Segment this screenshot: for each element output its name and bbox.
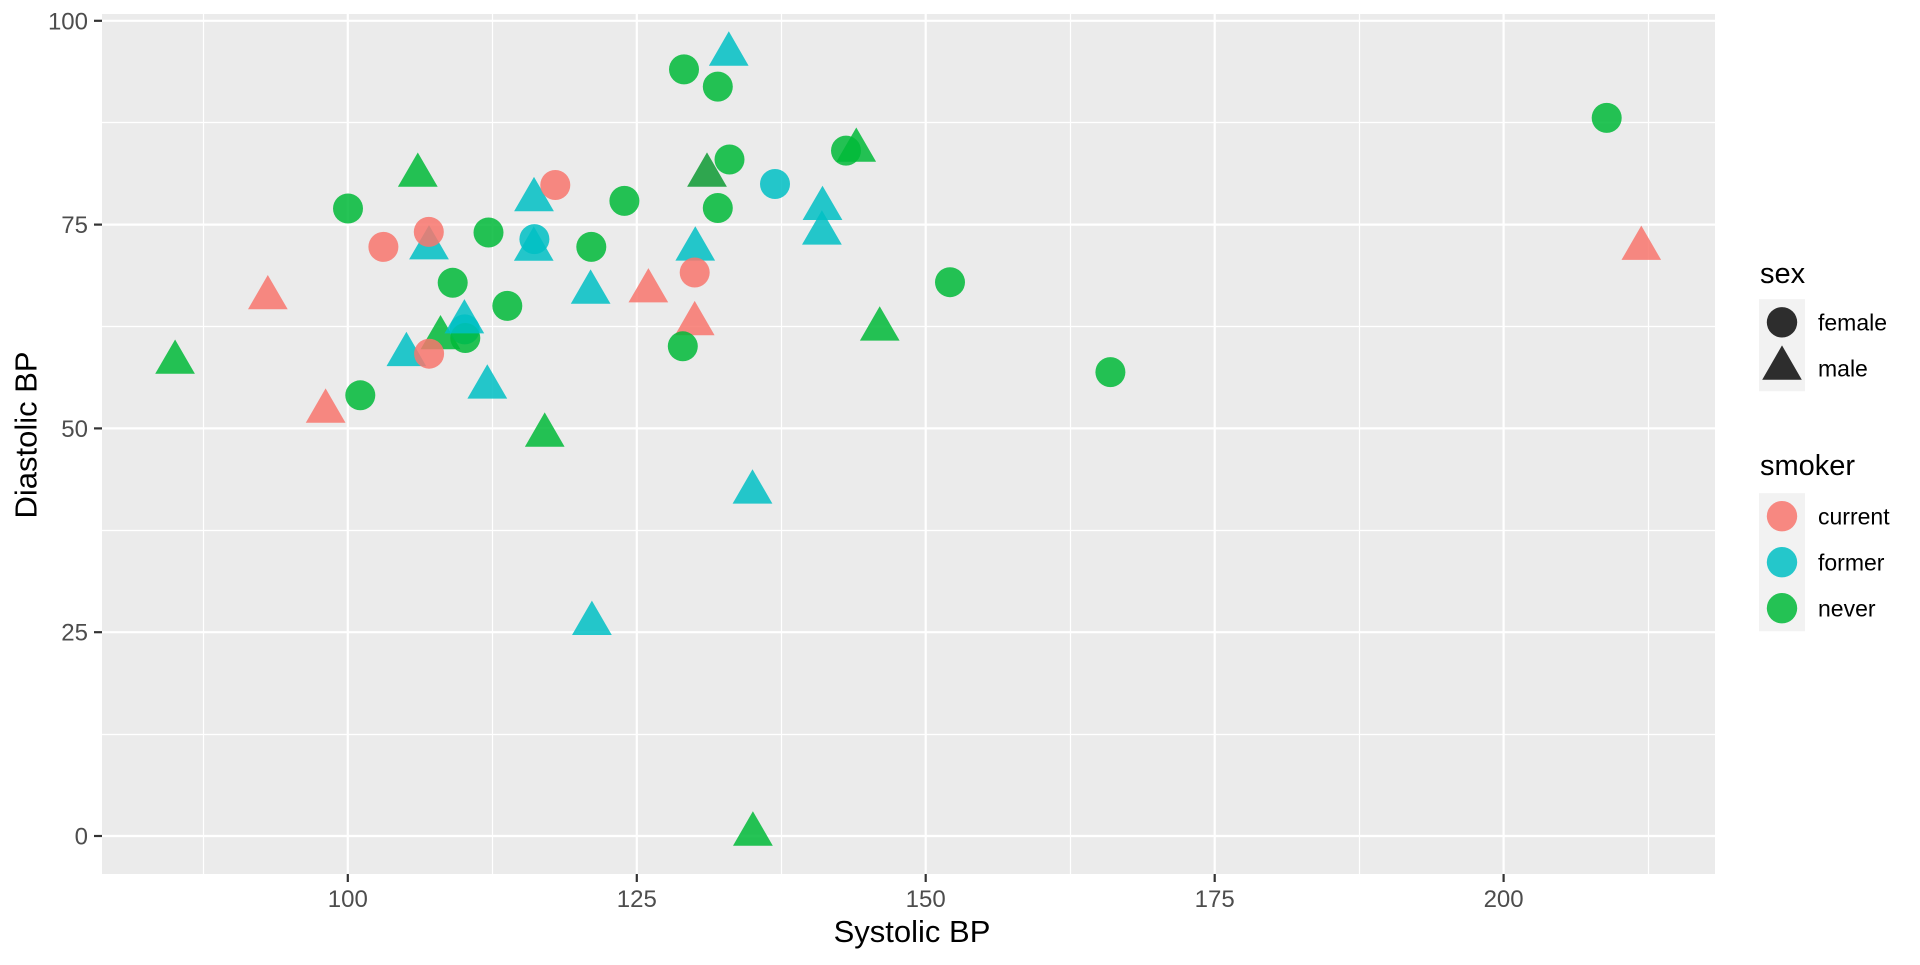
svg-text:150: 150 [906,886,946,913]
svg-text:former: former [1818,550,1885,576]
svg-text:current: current [1818,504,1890,530]
svg-text:175: 175 [1195,886,1235,913]
svg-text:male: male [1818,356,1868,382]
svg-text:125: 125 [617,886,657,913]
svg-text:25: 25 [61,620,88,647]
svg-text:0: 0 [75,824,88,851]
svg-text:never: never [1818,596,1876,622]
svg-text:100: 100 [48,8,88,35]
svg-text:sex: sex [1760,258,1806,290]
svg-text:Diastolic BP: Diastolic BP [9,351,44,518]
svg-text:200: 200 [1484,886,1524,913]
svg-text:Systolic BP: Systolic BP [834,914,991,949]
svg-text:100: 100 [328,886,368,913]
svg-text:female: female [1818,310,1887,336]
svg-text:50: 50 [61,416,88,443]
svg-text:smoker: smoker [1760,450,1855,482]
svg-text:75: 75 [61,212,88,239]
